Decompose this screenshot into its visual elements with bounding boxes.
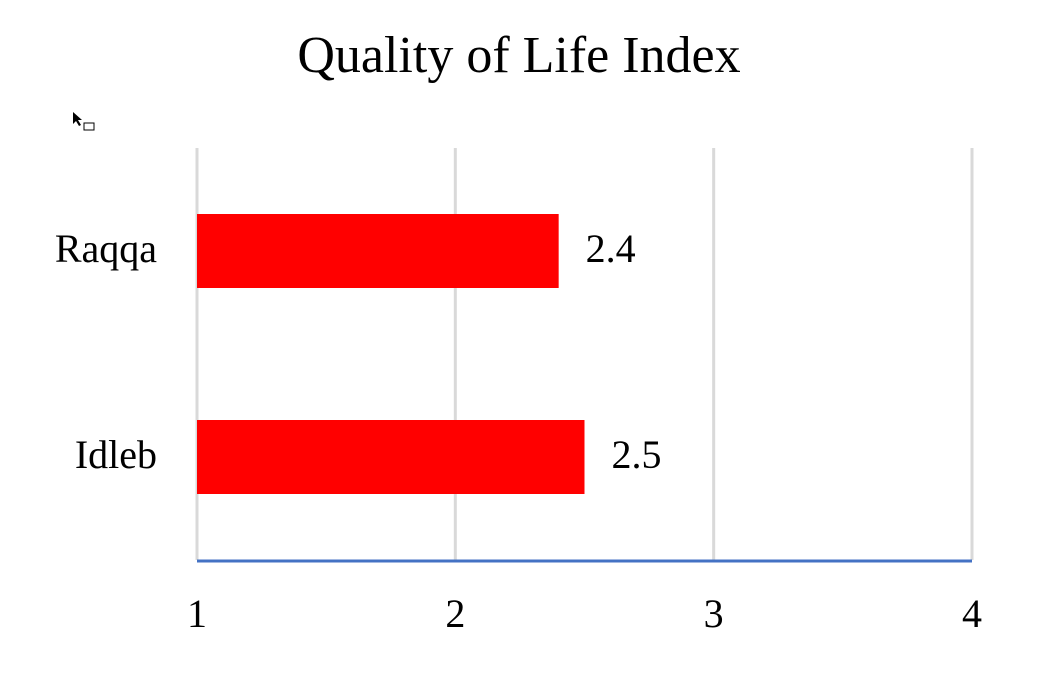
bar — [197, 420, 585, 494]
bar — [197, 214, 559, 288]
chart-title: Quality of Life Index — [297, 27, 740, 84]
x-tick-label: 3 — [704, 591, 724, 636]
y-tick-label: Raqqa — [55, 226, 157, 271]
x-tick-label: 2 — [445, 591, 465, 636]
x-tick-label: 4 — [962, 591, 982, 636]
cursor-box — [83, 122, 95, 131]
data-label: 2.5 — [612, 432, 662, 477]
y-tick-label: Idleb — [75, 432, 157, 477]
x-tick-label: 1 — [187, 591, 207, 636]
data-label: 2.4 — [586, 226, 636, 271]
cursor-icon — [73, 112, 82, 126]
